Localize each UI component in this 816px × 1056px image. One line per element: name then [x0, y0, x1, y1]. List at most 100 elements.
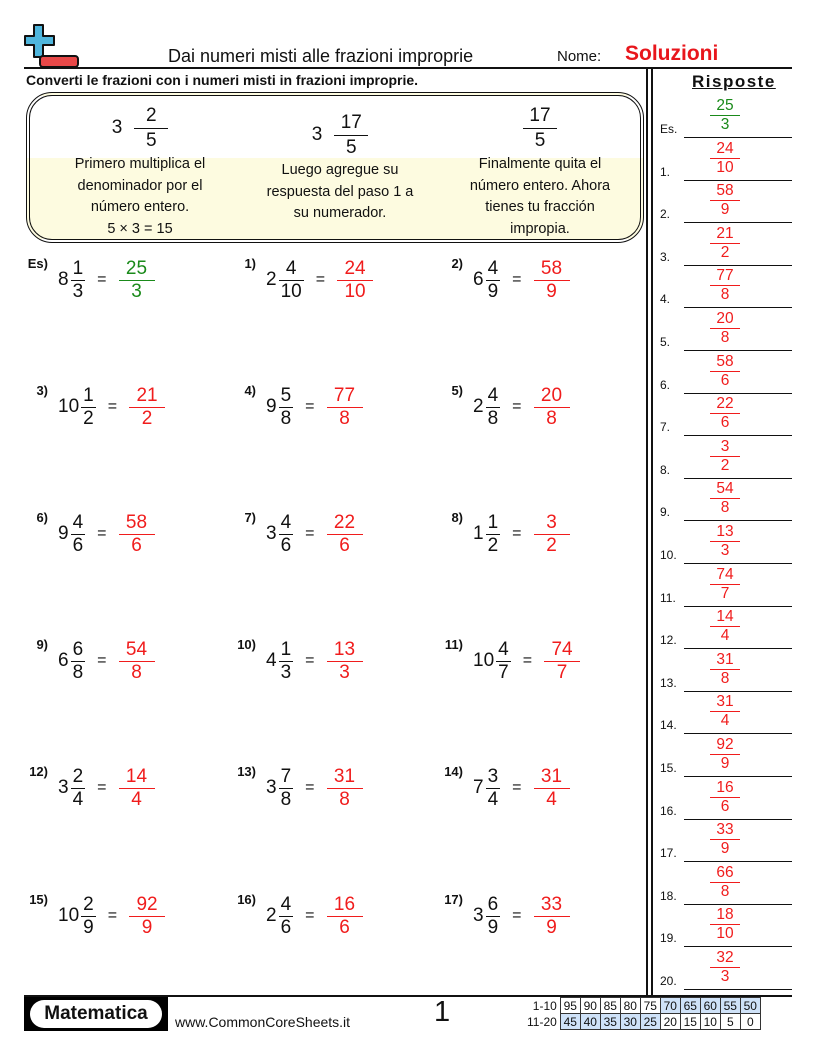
problem-label: 13) — [237, 764, 256, 779]
answer-numerator: 3 — [546, 511, 557, 533]
answer-line — [684, 307, 792, 309]
answer-denominator: 8 — [710, 881, 740, 901]
answer-row: 19. 18 10 — [660, 903, 792, 948]
problem-label: 1) — [244, 256, 256, 271]
problem: 3 7 8 = 31 8 — [266, 758, 363, 818]
answer-row: 17. 33 9 — [660, 818, 792, 863]
answer-denominator: 9 — [710, 839, 740, 858]
answer-denominator: 10 — [710, 924, 740, 943]
answer-denominator: 3 — [118, 279, 155, 303]
answer-numerator: 13 — [333, 638, 356, 660]
answer-row: 14. 31 4 — [660, 690, 792, 735]
score-cell: 5 — [719, 1013, 741, 1030]
answer-line — [684, 137, 792, 138]
equals-sign: = — [315, 271, 326, 288]
answer-line — [684, 435, 792, 437]
whole-number: 3 — [311, 124, 323, 145]
step-text-line: su numerador. — [293, 205, 387, 221]
equals-sign: = — [512, 398, 522, 415]
answer-denominator: 3 — [710, 115, 740, 134]
answer-fraction: 74 7 — [544, 639, 581, 684]
answer-denominator: 2 — [710, 242, 740, 262]
whole-number: 10 — [58, 905, 80, 926]
whole-number: 2 — [473, 396, 484, 417]
answer-row: 10. 13 3 — [660, 520, 792, 564]
example-step: 3 2 5 Primero multiplica el denominador por … — [40, 96, 240, 239]
problem-label: 14) — [444, 764, 463, 779]
answer-denominator: 8 — [710, 328, 740, 347]
problem: 10 1 2 = 21 2 — [58, 377, 166, 437]
answer-fraction: 58 6 — [710, 353, 740, 390]
header-divider — [24, 67, 792, 69]
answer-fraction: 66 8 — [710, 864, 740, 901]
score-cell: 50 — [739, 997, 761, 1014]
whole-number: 9 — [58, 523, 69, 544]
answer-label: 14. — [660, 718, 677, 733]
whole-number: 1 — [473, 523, 484, 544]
footer-divider — [24, 995, 792, 997]
answer-line — [684, 477, 792, 479]
numerator: 1 — [280, 638, 292, 660]
whole-number: 4 — [266, 650, 277, 671]
equals-sign: = — [305, 779, 315, 796]
denominator: 2 — [81, 406, 96, 429]
answer-denominator: 10 — [710, 157, 740, 177]
equals-sign: = — [107, 907, 118, 924]
score-cell: 65 — [679, 997, 701, 1014]
answer-fraction: 58 9 — [533, 258, 570, 303]
answer-line — [684, 648, 792, 650]
score-table: 1-10 95 90 85 80 75 70 65 60 55 50 11-20 45 40 35 30 25 2… — [525, 997, 761, 1030]
answer-label: 11. — [660, 590, 676, 605]
answer-denominator: 4 — [118, 787, 155, 811]
answer-fraction: 31 8 — [326, 766, 363, 811]
answer-fraction: 16 6 — [710, 779, 740, 816]
problem-label: 10) — [237, 637, 256, 652]
score-cell: 60 — [699, 997, 721, 1014]
answer-denominator: 4 — [710, 626, 740, 645]
answer-denominator: 8 — [710, 498, 740, 517]
answer-row: 13. 31 8 — [660, 648, 792, 692]
problem: 2 4 8 = 20 8 — [473, 377, 570, 437]
answer-line — [684, 818, 792, 820]
whole-number: 7 — [473, 777, 484, 798]
whole-number: 3 — [266, 523, 277, 544]
denominator: 9 — [81, 915, 96, 938]
answer-label: 10. — [660, 548, 677, 562]
answer-numerator: 24 — [716, 139, 734, 157]
answer-denominator: 6 — [710, 413, 740, 432]
answer-fraction: 21 2 — [710, 225, 740, 262]
name-value: Soluzioni — [625, 42, 719, 65]
answer-row: 2. 58 9 — [660, 179, 792, 224]
answer-fraction: 22 6 — [326, 512, 363, 557]
answer-fraction: 77 8 — [710, 267, 740, 304]
equals-sign: = — [305, 652, 315, 669]
numerator: 2 — [83, 893, 94, 915]
denominator: 6 — [278, 533, 294, 556]
problem: 9 4 6 = 58 6 — [58, 504, 155, 564]
answer-label: 16. — [660, 803, 677, 818]
answer-denominator: 2 — [533, 533, 570, 557]
step-text: Finalmente quita el número entero. Ahora t… — [440, 154, 640, 239]
answer-denominator: 10 — [337, 279, 374, 303]
numerator: 6 — [72, 638, 84, 660]
whole-number: 3 — [266, 777, 277, 798]
answer-line — [684, 264, 792, 266]
worksheet-title: Dai numeri misti alle frazioni improprie — [168, 46, 474, 66]
answer-fraction: 14 4 — [118, 766, 155, 811]
problem-label: 9) — [36, 637, 48, 652]
denominator: 10 — [278, 279, 304, 302]
answer-row: Es. 25 3 — [660, 94, 792, 138]
answer-fraction: 31 4 — [533, 766, 570, 811]
numerator: 4 — [280, 893, 292, 915]
numerator: 2 — [145, 104, 157, 126]
answer-numerator: 92 — [716, 736, 734, 753]
answer-fraction: 14 4 — [710, 608, 740, 645]
answers-title: Risposte — [692, 72, 776, 91]
denominator: 8 — [485, 406, 501, 429]
problem-label: 12) — [29, 764, 48, 779]
